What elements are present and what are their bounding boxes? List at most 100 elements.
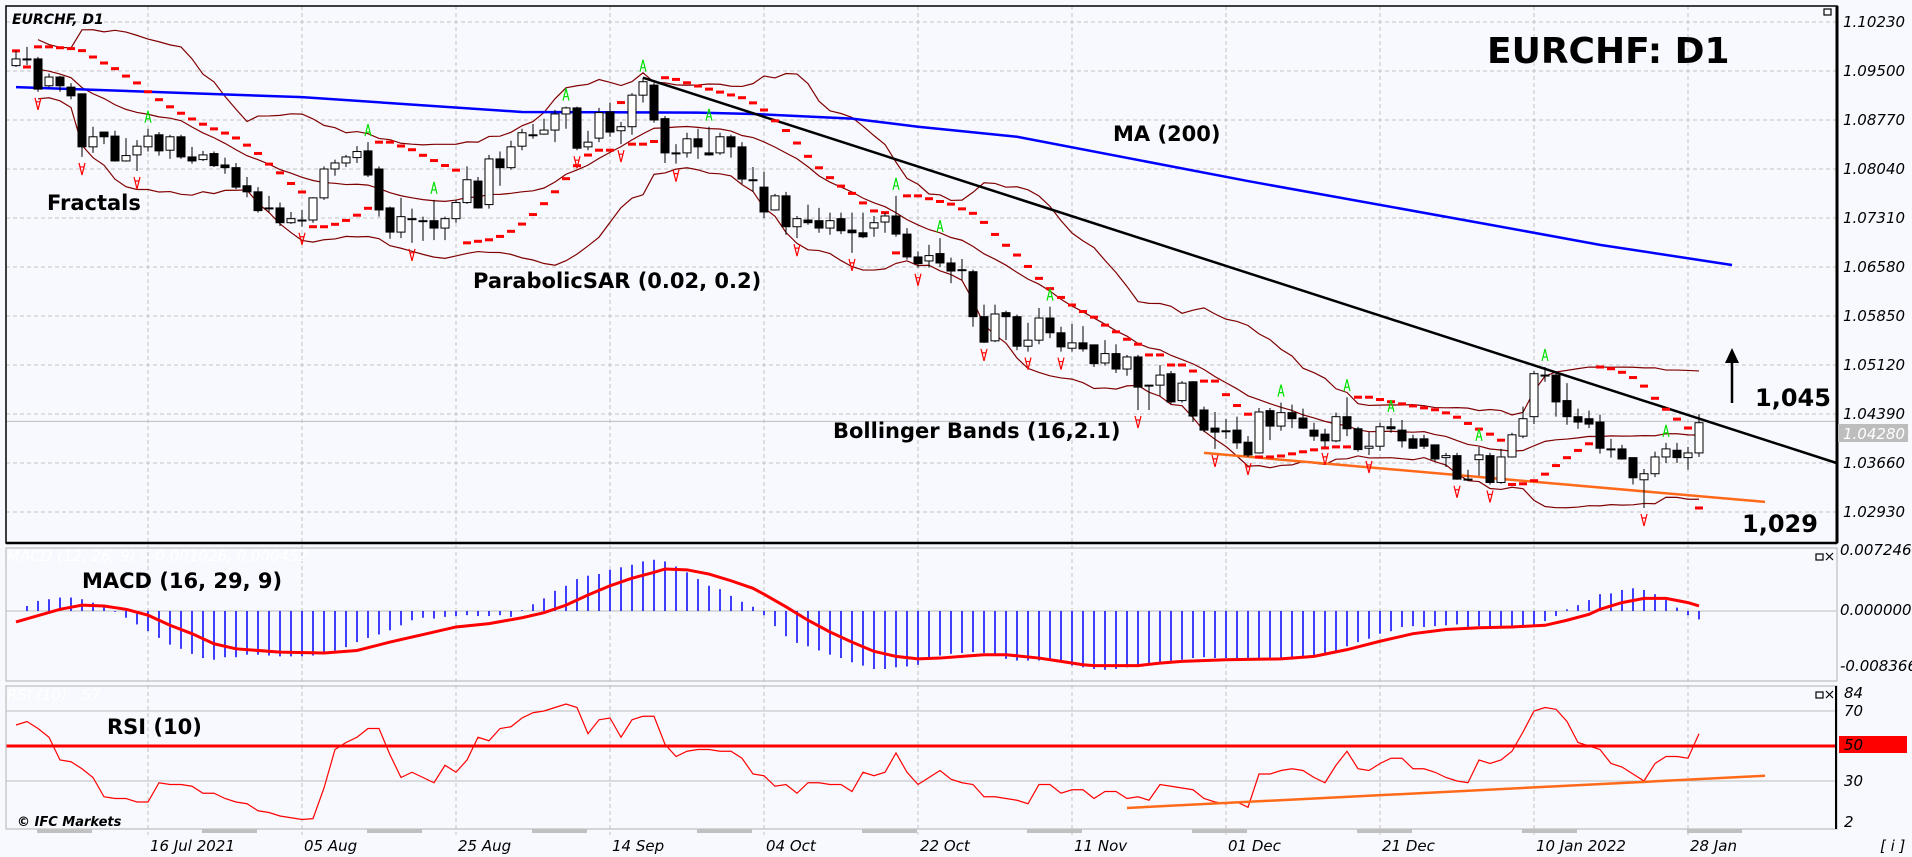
sar-dot <box>694 84 702 88</box>
sar-dot <box>672 77 680 81</box>
sar-dot <box>793 141 801 145</box>
sar-dot <box>1398 402 1406 406</box>
sar-dot <box>1255 455 1263 459</box>
sar-dot <box>1585 442 1593 446</box>
sar-dot <box>1233 404 1241 408</box>
sar-dot <box>760 108 768 112</box>
bollinger-lower-band <box>37 97 1700 509</box>
sar-dot <box>650 140 658 144</box>
fractal-up-icon <box>1662 424 1670 438</box>
bullish-candle <box>1023 339 1033 347</box>
fractal-down-icon <box>298 232 306 245</box>
close-rsi-icon[interactable] <box>1825 690 1834 699</box>
fractal-up-icon <box>1277 384 1285 397</box>
fractal-down-icon <box>1453 485 1461 498</box>
bullish-candle <box>924 255 934 262</box>
bullish-candle <box>539 129 549 135</box>
sar-dot <box>617 101 625 105</box>
sar-dot <box>133 81 141 85</box>
horizontal-scrollbar[interactable] <box>37 829 1742 833</box>
sar-dot <box>661 76 669 80</box>
scrollbar-segment <box>202 829 257 833</box>
sar-dot <box>1079 310 1087 314</box>
sar-dot <box>1310 448 1318 452</box>
bearish-candle <box>1551 374 1561 403</box>
bearish-candle <box>264 207 274 210</box>
scrollbar-segment <box>1192 829 1247 833</box>
bearish-candle <box>385 207 395 233</box>
sar-dot <box>925 197 933 201</box>
sar-dot <box>474 239 482 243</box>
sar-dot <box>1607 367 1615 371</box>
sar-dot <box>705 87 713 91</box>
bullish-candle <box>440 218 450 229</box>
bearish-candle <box>1210 427 1220 433</box>
bearish-candle <box>495 158 505 169</box>
sar-dot <box>166 105 174 109</box>
bearish-candle <box>1012 316 1022 347</box>
price-tick-label: 1.05850 <box>1843 307 1905 325</box>
bullish-candle <box>1639 473 1649 481</box>
bullish-candle <box>517 132 527 147</box>
sar-dot <box>1464 421 1472 425</box>
sar-dot <box>199 122 207 126</box>
sar-dot <box>45 45 53 49</box>
fractal-down-icon <box>1057 357 1065 370</box>
sar-dot <box>1508 482 1516 486</box>
sar-dot <box>254 151 262 155</box>
sar-dot <box>1662 407 1670 411</box>
sar-dot <box>1519 482 1527 486</box>
bullish-candle <box>1155 374 1165 386</box>
close-macd-icon[interactable] <box>1825 552 1834 561</box>
bullish-candle <box>286 218 296 224</box>
bullish-candle <box>506 146 516 169</box>
date-tick-label: 05 Aug <box>304 837 357 855</box>
fractal-up-icon <box>705 108 713 121</box>
bullish-candle <box>1331 416 1341 442</box>
fractal-up-icon <box>1475 428 1483 442</box>
maximize-main-icon[interactable] <box>1823 8 1832 16</box>
sar-dot <box>1530 479 1538 483</box>
sar-dot <box>1629 376 1637 380</box>
sar-dot <box>144 90 152 94</box>
fractal-up-icon <box>639 59 647 72</box>
sar-dot <box>859 201 867 205</box>
sar-dot <box>1244 412 1252 416</box>
maximize-rsi-icon[interactable] <box>1815 691 1824 699</box>
chart-title: EURCHF: D1 <box>1487 31 1730 72</box>
fractal-down-icon <box>1244 462 1252 476</box>
target-down-label: 1,029 <box>1742 510 1818 538</box>
bearish-candle <box>1144 384 1154 387</box>
bullish-candle <box>1254 411 1264 454</box>
sar-dot <box>309 225 317 229</box>
bullish-candle <box>770 195 780 211</box>
rsi-level-badge <box>1839 736 1907 753</box>
sar-dot <box>331 222 339 226</box>
sar-dot <box>1640 384 1648 388</box>
bearish-candle <box>1298 417 1308 429</box>
sar-dot <box>1189 369 1197 373</box>
rsi-annotation: RSI (10) <box>107 715 202 739</box>
bullish-candle <box>1683 452 1693 459</box>
date-tick-label: 10 Jan 2022 <box>1536 837 1626 855</box>
sar-dot <box>815 166 823 170</box>
price-tick-label: 1.08770 <box>1843 111 1905 129</box>
scrollbar-segment <box>1522 829 1577 833</box>
price-tick-label: 1.05120 <box>1843 356 1905 374</box>
info-button[interactable]: [ i ] <box>1880 837 1906 855</box>
bearish-candle <box>176 136 186 158</box>
bearish-candle <box>1287 412 1297 420</box>
bullish-candle <box>1441 455 1451 459</box>
sar-dot <box>485 238 493 242</box>
macd-tick-label: -0.008366 <box>1840 657 1912 675</box>
price-tick-label: 1.02930 <box>1843 503 1905 521</box>
bearish-candle <box>275 207 285 224</box>
maximize-macd-icon[interactable] <box>1815 553 1824 561</box>
bearish-candle <box>1584 418 1594 425</box>
bullish-candle <box>319 168 329 199</box>
sar-dot <box>584 153 592 157</box>
fractal-up-icon <box>1343 379 1351 392</box>
macd-signal-line <box>15 567 1700 668</box>
price-tick-label: 1.07310 <box>1843 209 1905 227</box>
bullish-candle <box>1474 454 1484 461</box>
